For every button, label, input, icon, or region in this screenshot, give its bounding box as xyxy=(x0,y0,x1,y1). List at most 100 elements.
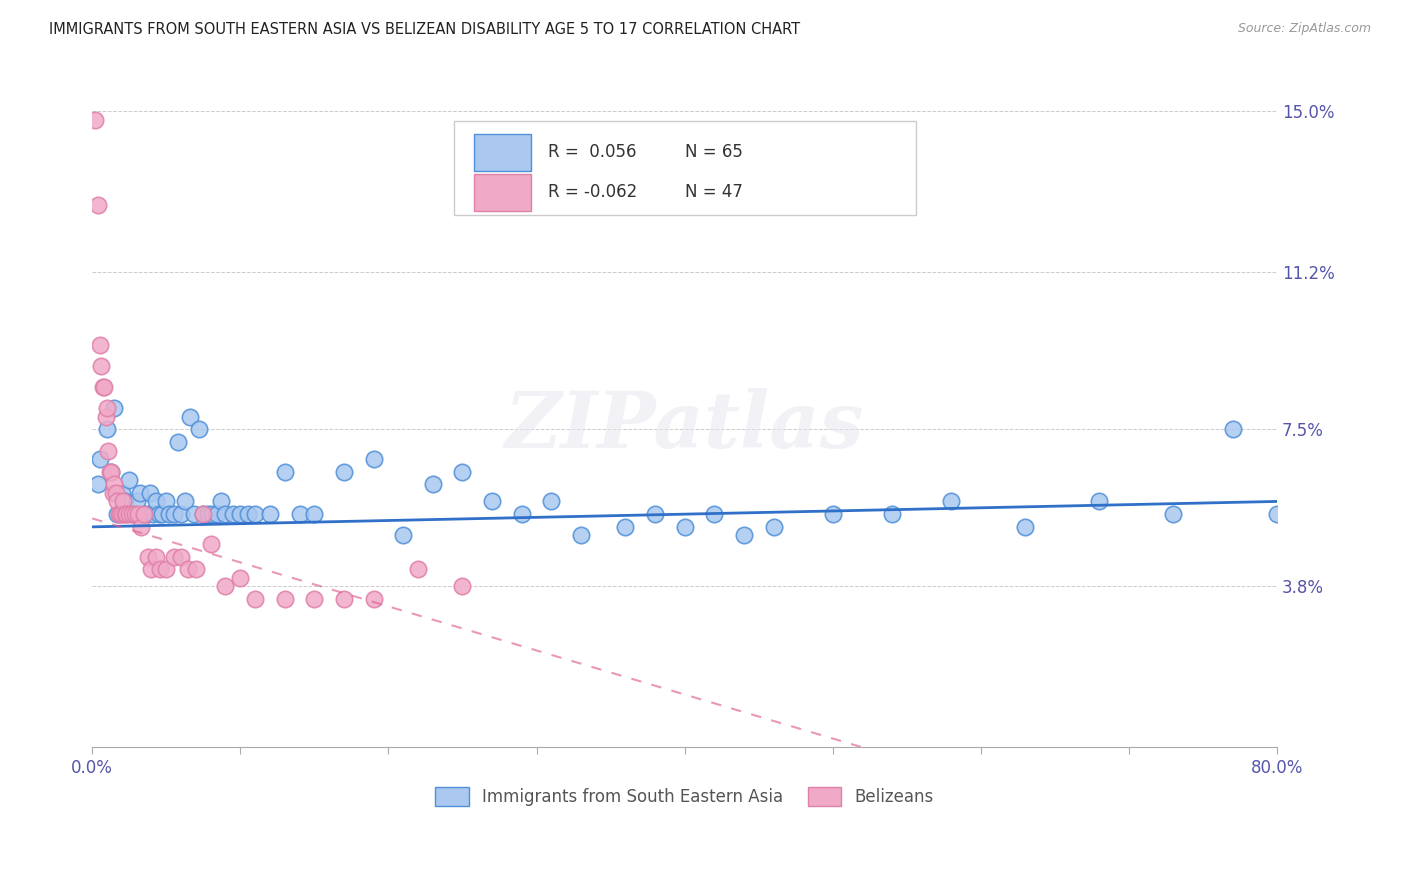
Point xyxy=(142,507,165,521)
Point xyxy=(733,528,755,542)
Point xyxy=(110,507,132,521)
Point xyxy=(122,507,145,521)
Point xyxy=(304,591,326,606)
Point xyxy=(569,528,592,542)
Point xyxy=(89,337,111,351)
Point xyxy=(101,486,124,500)
Point xyxy=(363,591,385,606)
Point xyxy=(229,507,252,521)
FancyBboxPatch shape xyxy=(474,134,530,170)
Point xyxy=(103,477,125,491)
Point xyxy=(94,409,117,424)
Point xyxy=(132,507,155,521)
Point xyxy=(274,591,297,606)
Point xyxy=(84,112,107,127)
Point xyxy=(91,380,114,394)
Point xyxy=(167,435,190,450)
Point xyxy=(118,507,141,521)
Point xyxy=(422,477,444,491)
Point xyxy=(184,562,207,576)
Point xyxy=(193,507,215,521)
Point xyxy=(222,507,245,521)
Point xyxy=(150,507,173,521)
Point xyxy=(145,549,167,564)
Point xyxy=(243,507,266,521)
Point xyxy=(170,507,193,521)
Point xyxy=(333,591,356,606)
Point xyxy=(87,197,110,211)
Point xyxy=(540,494,562,508)
Point xyxy=(93,380,115,394)
Point xyxy=(121,507,143,521)
Point xyxy=(108,507,131,521)
Point xyxy=(1088,494,1111,508)
Text: N = 47: N = 47 xyxy=(685,183,742,202)
Point xyxy=(105,507,128,521)
Point xyxy=(127,507,149,521)
Point xyxy=(125,494,148,508)
Point xyxy=(100,465,122,479)
Point xyxy=(105,494,128,508)
Point xyxy=(104,486,127,500)
Point xyxy=(451,465,474,479)
Point xyxy=(673,520,696,534)
Point xyxy=(148,507,170,521)
Point xyxy=(157,507,180,521)
Point xyxy=(941,494,963,508)
Point xyxy=(392,528,415,542)
Point xyxy=(177,562,200,576)
Text: IMMIGRANTS FROM SOUTH EASTERN ASIA VS BELIZEAN DISABILITY AGE 5 TO 17 CORRELATIO: IMMIGRANTS FROM SOUTH EASTERN ASIA VS BE… xyxy=(49,22,800,37)
Point xyxy=(163,549,186,564)
Point xyxy=(90,359,112,373)
Point xyxy=(614,520,637,534)
Point xyxy=(304,507,326,521)
Point xyxy=(155,494,177,508)
FancyBboxPatch shape xyxy=(454,121,915,215)
Point xyxy=(115,507,138,521)
Point xyxy=(510,507,533,521)
Point xyxy=(1222,422,1244,436)
Point xyxy=(111,486,134,500)
Point xyxy=(163,507,186,521)
Point xyxy=(138,549,160,564)
Point xyxy=(200,537,222,551)
Point xyxy=(118,473,141,487)
Point xyxy=(481,494,503,508)
Point xyxy=(214,579,236,593)
Point xyxy=(114,507,136,521)
Point xyxy=(114,494,136,508)
Point xyxy=(880,507,903,521)
Point xyxy=(174,494,197,508)
Point xyxy=(1265,507,1288,521)
Point xyxy=(201,507,224,521)
Point xyxy=(259,507,281,521)
Text: ZIPatlas: ZIPatlas xyxy=(505,387,865,464)
Point xyxy=(363,452,385,467)
Point xyxy=(111,507,134,521)
Point xyxy=(288,507,311,521)
Point xyxy=(214,507,236,521)
Point xyxy=(136,507,159,521)
Point xyxy=(98,465,121,479)
Point xyxy=(124,507,146,521)
Point xyxy=(644,507,666,521)
FancyBboxPatch shape xyxy=(474,174,530,211)
Legend: Immigrants from South Eastern Asia, Belizeans: Immigrants from South Eastern Asia, Beli… xyxy=(429,780,941,813)
Point xyxy=(87,477,110,491)
Point xyxy=(243,591,266,606)
Point xyxy=(96,401,118,416)
Point xyxy=(821,507,844,521)
Point xyxy=(139,486,162,500)
Text: N = 65: N = 65 xyxy=(685,144,742,161)
Text: R =  0.056: R = 0.056 xyxy=(548,144,637,161)
Point xyxy=(209,494,232,508)
Point xyxy=(451,579,474,593)
Point xyxy=(155,562,177,576)
Point xyxy=(1014,520,1036,534)
Point xyxy=(132,507,155,521)
Point xyxy=(145,494,167,508)
Point xyxy=(205,507,228,521)
Point xyxy=(703,507,725,521)
Point xyxy=(129,520,152,534)
Point xyxy=(141,562,163,576)
